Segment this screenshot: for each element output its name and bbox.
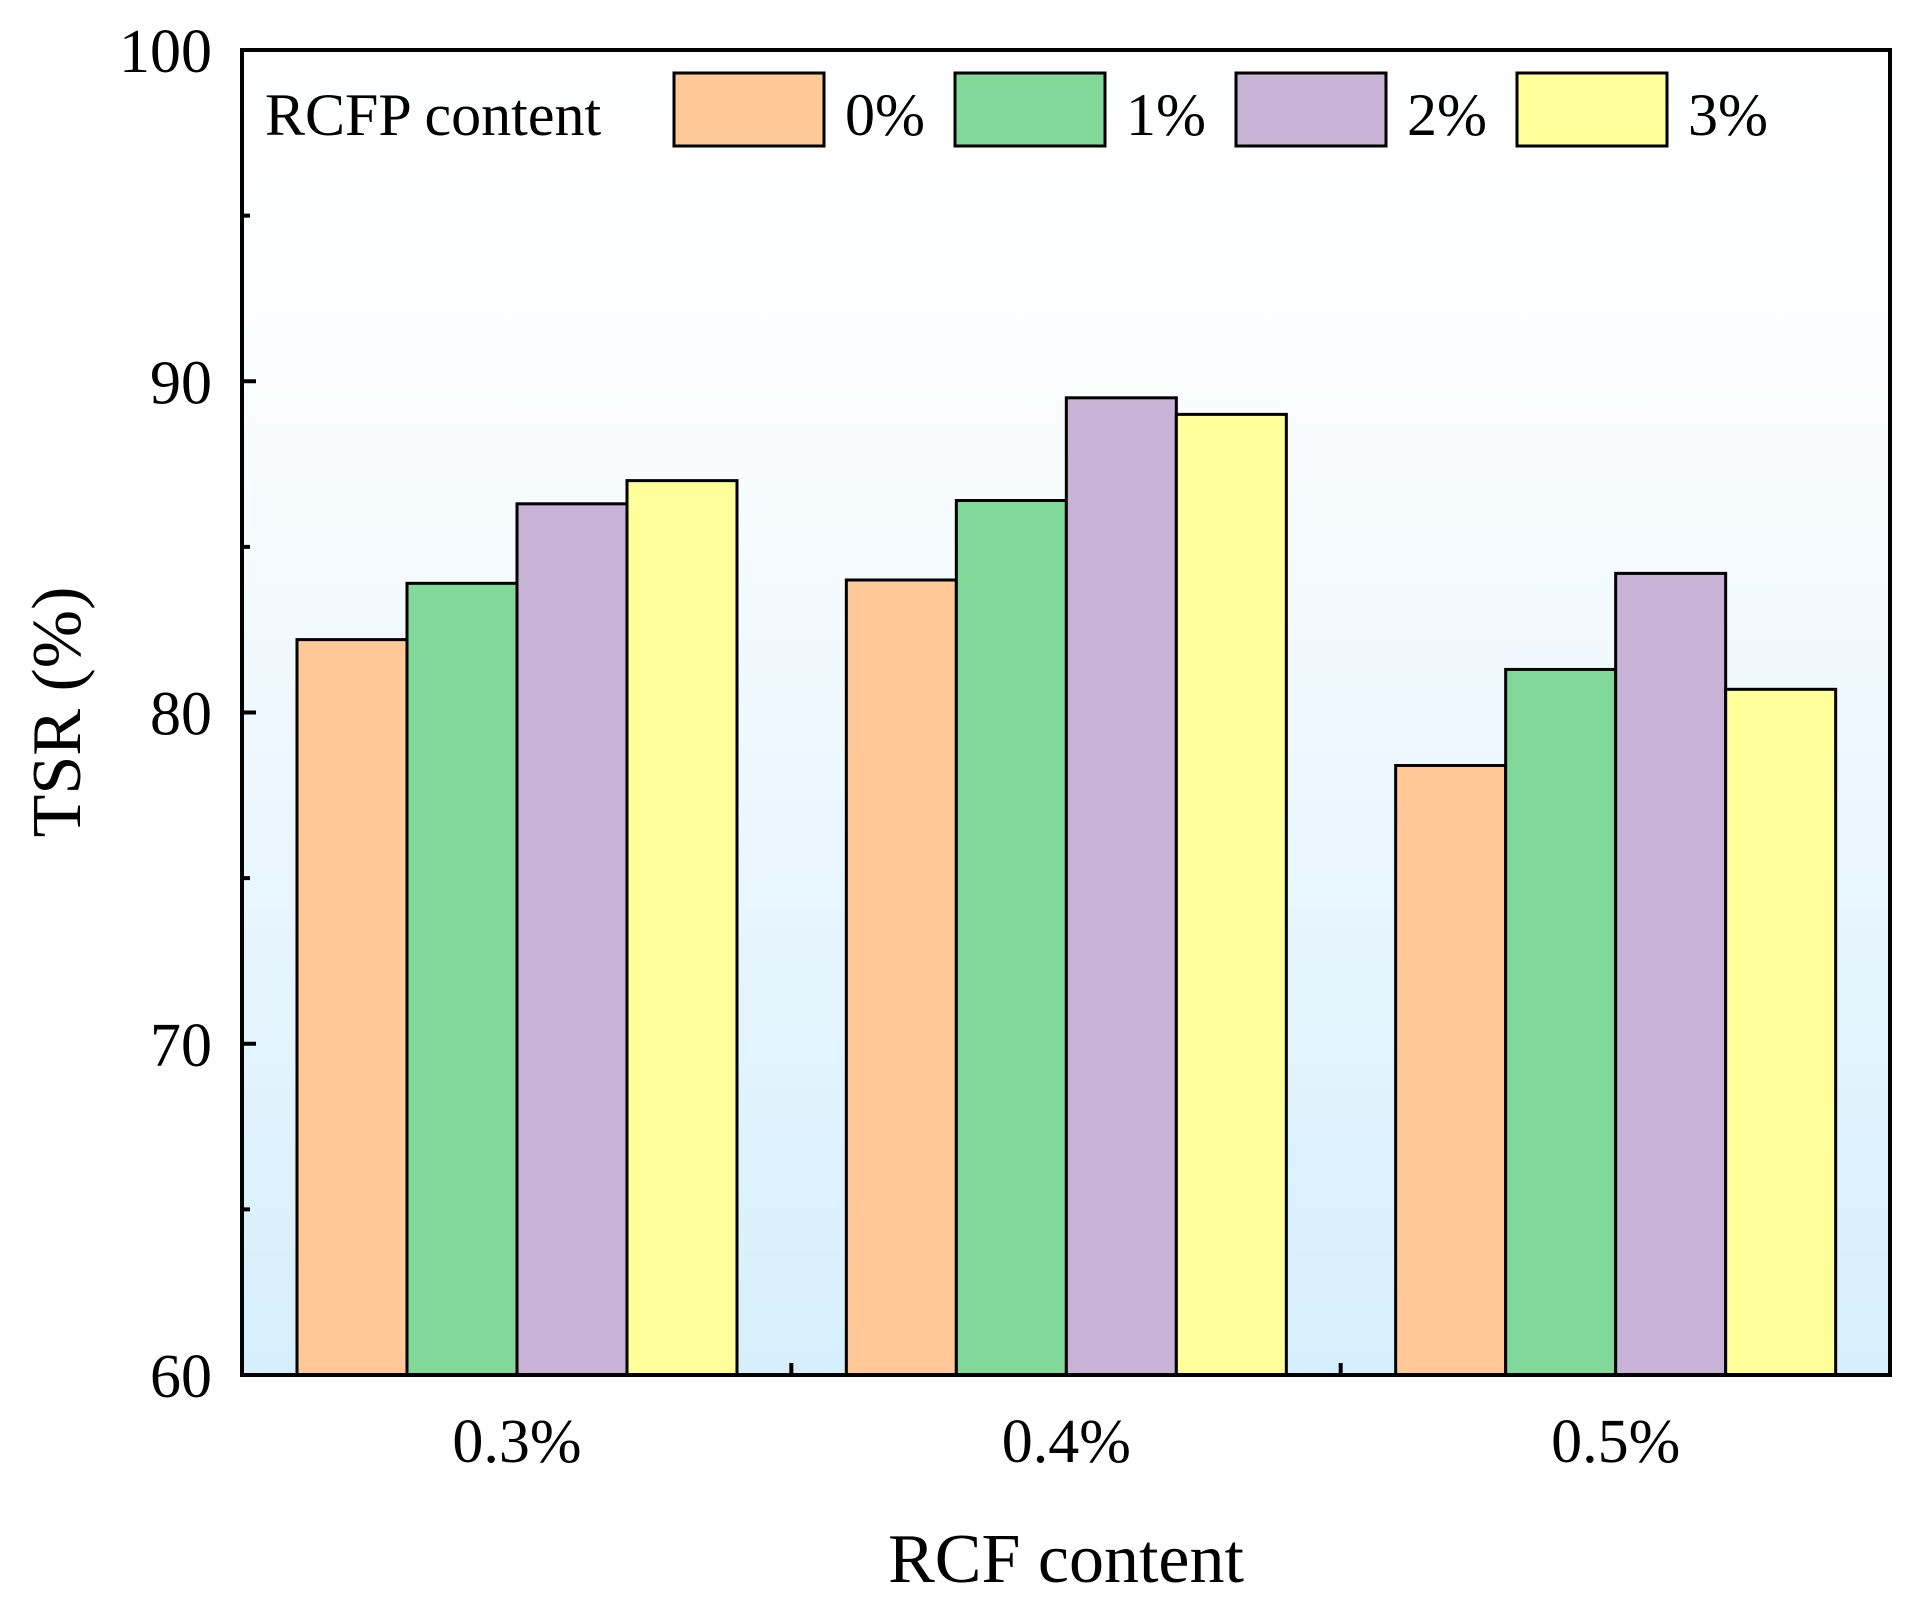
x-tick-label: 0.3% — [452, 1408, 581, 1476]
plot-frame — [240, 48, 1892, 1377]
x-tick-label: 0.5% — [1551, 1408, 1680, 1476]
x-axis: 0.3% 0.4% 0.5% — [452, 1363, 1680, 1476]
legend-label: 3% — [1688, 82, 1768, 148]
x-axis-label: RCF content — [888, 1521, 1244, 1598]
y-tick-label: 80 — [150, 681, 212, 749]
legend-label: 2% — [1407, 82, 1487, 148]
legend-label: 1% — [1126, 82, 1206, 148]
x-tick-label: 0.4% — [1002, 1408, 1131, 1476]
legend-swatch — [672, 71, 826, 148]
legend-swatch — [953, 71, 1107, 148]
bars-layer — [295, 396, 1838, 1377]
y-tick-label: 100 — [119, 18, 212, 86]
legend-label: 0% — [845, 82, 925, 148]
bar-2pct-0.5pct — [1614, 571, 1728, 1377]
bar-0pct-0.4pct — [844, 578, 958, 1377]
bar-3pct-0.5pct — [1724, 687, 1838, 1377]
bar-1pct-0.3pct — [405, 581, 519, 1377]
y-axis: 60 70 80 90 100 — [119, 18, 256, 1411]
bar-3pct-0.3pct — [625, 479, 739, 1377]
bar-1pct-0.5pct — [1504, 667, 1618, 1377]
bar-0pct-0.5pct — [1394, 764, 1508, 1377]
y-axis-label: TSR (%) — [19, 587, 96, 838]
y-tick-label: 90 — [150, 349, 212, 417]
bar-2pct-0.3pct — [515, 502, 629, 1377]
bar-3pct-0.4pct — [1174, 412, 1288, 1377]
legend: RCFP content 0% 1% 2% 3% — [265, 71, 1768, 148]
y-tick-label: 70 — [150, 1012, 212, 1080]
y-tick-label: 60 — [150, 1343, 212, 1411]
legend-swatch — [1234, 71, 1388, 148]
legend-swatch — [1515, 71, 1669, 148]
bar-2pct-0.4pct — [1064, 396, 1178, 1377]
bar-1pct-0.4pct — [954, 499, 1068, 1377]
legend-title: RCFP content — [265, 82, 601, 148]
bar-0pct-0.3pct — [295, 638, 409, 1377]
